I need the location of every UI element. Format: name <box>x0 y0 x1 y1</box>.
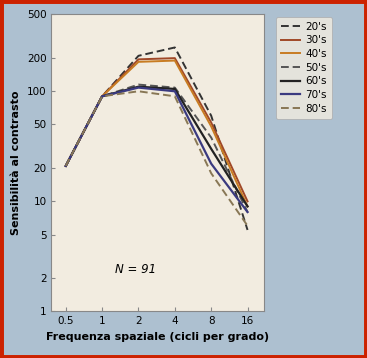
Line: 80's: 80's <box>66 91 247 226</box>
Line: 60's: 60's <box>66 87 247 207</box>
40's <box>209 124 213 129</box>
70's <box>63 164 68 168</box>
60's <box>136 84 141 89</box>
20's <box>245 228 250 232</box>
30's <box>100 94 104 98</box>
80's <box>100 94 104 98</box>
50's <box>63 164 68 168</box>
30's <box>63 164 68 168</box>
50's <box>100 94 104 98</box>
40's <box>136 60 141 64</box>
70's <box>172 89 177 93</box>
Text: N = 91: N = 91 <box>115 263 156 276</box>
20's <box>209 113 213 118</box>
60's <box>172 87 177 91</box>
40's <box>172 58 177 63</box>
50's <box>136 82 141 87</box>
30's <box>136 57 141 62</box>
70's <box>245 210 250 214</box>
20's <box>100 94 104 98</box>
40's <box>100 94 104 98</box>
50's <box>245 210 250 214</box>
70's <box>209 161 213 166</box>
X-axis label: Frequenza spaziale (cicli per grado): Frequenza spaziale (cicli per grado) <box>46 332 269 342</box>
50's <box>209 135 213 140</box>
20's <box>172 45 177 50</box>
30's <box>209 120 213 125</box>
Legend: 20's, 30's, 40's, 50's, 60's, 70's, 80's: 20's, 30's, 40's, 50's, 60's, 70's, 80's <box>276 16 332 119</box>
80's <box>136 89 141 93</box>
30's <box>172 56 177 60</box>
Line: 70's: 70's <box>66 88 247 212</box>
60's <box>100 94 104 98</box>
20's <box>63 164 68 168</box>
Line: 30's: 30's <box>66 58 247 201</box>
Y-axis label: Sensibilità al contrasto: Sensibilità al contrasto <box>11 91 21 235</box>
Line: 50's: 50's <box>66 84 247 212</box>
30's <box>245 199 250 203</box>
40's <box>245 204 250 209</box>
80's <box>63 164 68 168</box>
20's <box>136 54 141 58</box>
50's <box>172 86 177 90</box>
70's <box>136 86 141 90</box>
70's <box>100 94 104 98</box>
60's <box>245 204 250 209</box>
Line: 40's: 40's <box>66 61 247 207</box>
40's <box>63 164 68 168</box>
80's <box>172 94 177 98</box>
80's <box>245 224 250 228</box>
60's <box>63 164 68 168</box>
80's <box>209 171 213 175</box>
60's <box>209 147 213 151</box>
Line: 20's: 20's <box>66 48 247 230</box>
